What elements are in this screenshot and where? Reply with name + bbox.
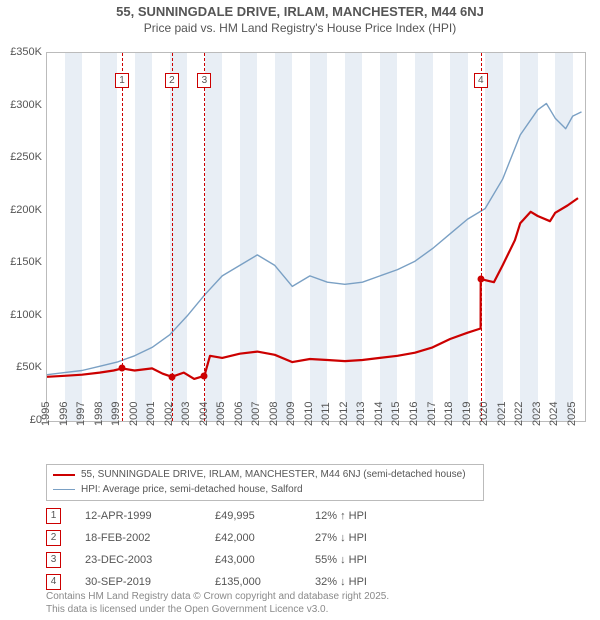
legend-swatch-series-1	[53, 474, 75, 476]
chart-subtitle: Price paid vs. HM Land Registry's House …	[0, 21, 600, 35]
sale-marker-label: 2	[165, 73, 179, 88]
series-line	[47, 198, 578, 379]
x-axis-tick-label: 2022	[513, 402, 525, 426]
footer-line-1: Contains HM Land Registry data © Crown c…	[46, 590, 389, 603]
chart-svg-layer	[47, 53, 585, 421]
x-axis-tick-label: 2021	[496, 402, 508, 426]
x-axis-tick-label: 2012	[338, 402, 350, 426]
legend-swatch-series-2	[53, 489, 75, 490]
footer-line-2: This data is licensed under the Open Gov…	[46, 603, 389, 616]
x-axis-tick-label: 2015	[390, 402, 402, 426]
event-diff: 55% ↓ HPI	[315, 554, 425, 566]
x-axis-tick-label: 2003	[180, 402, 192, 426]
x-axis-tick-label: 2013	[355, 402, 367, 426]
event-badge: 1	[46, 508, 61, 524]
x-axis-tick-label: 2014	[373, 402, 385, 426]
x-axis-tick-label: 2011	[320, 402, 332, 426]
legend-row: 55, SUNNINGDALE DRIVE, IRLAM, MANCHESTER…	[53, 468, 477, 483]
x-axis-tick-label: 2007	[250, 402, 262, 426]
sale-marker-dot	[201, 372, 208, 379]
event-price: £49,995	[215, 510, 315, 522]
series-line	[47, 104, 582, 375]
chart-title: 55, SUNNINGDALE DRIVE, IRLAM, MANCHESTER…	[0, 4, 600, 19]
y-axis-tick-label: £100K	[10, 309, 42, 321]
x-axis-tick-label: 2008	[268, 402, 280, 426]
sale-marker-label: 4	[474, 73, 488, 88]
x-axis-tick-label: 2004	[198, 402, 210, 426]
x-axis-tick-label: 2020	[478, 402, 490, 426]
x-axis-tick-label: 2019	[461, 402, 473, 426]
license-footer: Contains HM Land Registry data © Crown c…	[46, 590, 389, 616]
event-price: £43,000	[215, 554, 315, 566]
y-axis-tick-label: £50K	[16, 361, 42, 373]
x-axis-tick-label: 2006	[233, 402, 245, 426]
event-badge: 2	[46, 530, 61, 546]
legend: 55, SUNNINGDALE DRIVE, IRLAM, MANCHESTER…	[46, 464, 484, 501]
events-table: 1 12-APR-1999 £49,995 12% ↑ HPI 2 18-FEB…	[46, 508, 425, 596]
event-row: 1 12-APR-1999 £49,995 12% ↑ HPI	[46, 508, 425, 524]
event-row: 4 30-SEP-2019 £135,000 32% ↓ HPI	[46, 574, 425, 590]
event-price: £42,000	[215, 532, 315, 544]
event-date: 18-FEB-2002	[85, 532, 215, 544]
x-axis-tick-label: 2016	[408, 402, 420, 426]
x-axis-tick-label: 1996	[58, 402, 70, 426]
x-axis-tick-label: 2024	[548, 402, 560, 426]
x-axis-tick-label: 2017	[426, 402, 438, 426]
x-axis-tick-label: 2023	[531, 402, 543, 426]
sale-marker-label: 3	[197, 73, 211, 88]
event-badge: 4	[46, 574, 61, 590]
sale-marker-line	[204, 53, 205, 421]
event-diff: 32% ↓ HPI	[315, 576, 425, 588]
y-axis-tick-label: £350K	[10, 46, 42, 58]
legend-label-series-2: HPI: Average price, semi-detached house,…	[81, 483, 303, 498]
x-axis-tick-label: 2000	[128, 402, 140, 426]
x-axis-tick-label: 2010	[303, 402, 315, 426]
event-diff: 12% ↑ HPI	[315, 510, 425, 522]
event-badge: 3	[46, 552, 61, 568]
sale-marker-dot	[168, 373, 175, 380]
y-axis-tick-label: £250K	[10, 151, 42, 163]
event-row: 2 18-FEB-2002 £42,000 27% ↓ HPI	[46, 530, 425, 546]
x-axis-tick-label: 1999	[110, 402, 122, 426]
sale-marker-dot	[119, 365, 126, 372]
y-axis-tick-label: £300K	[10, 99, 42, 111]
plot-area: 1 2 3 4	[46, 52, 586, 422]
x-axis-tick-label: 1997	[75, 402, 87, 426]
event-date: 12-APR-1999	[85, 510, 215, 522]
sale-marker-label: 1	[115, 73, 129, 88]
legend-row: HPI: Average price, semi-detached house,…	[53, 483, 477, 498]
x-axis-tick-label: 2025	[566, 402, 578, 426]
y-axis-tick-label: £200K	[10, 204, 42, 216]
sale-marker-dot	[477, 276, 484, 283]
x-axis-tick-label: 2009	[285, 402, 297, 426]
x-axis-tick-label: 2018	[443, 402, 455, 426]
y-axis-tick-label: £150K	[10, 256, 42, 268]
sale-marker-line	[481, 53, 482, 421]
event-date: 23-DEC-2003	[85, 554, 215, 566]
legend-label-series-1: 55, SUNNINGDALE DRIVE, IRLAM, MANCHESTER…	[81, 468, 466, 483]
event-diff: 27% ↓ HPI	[315, 532, 425, 544]
x-axis-tick-label: 2002	[163, 402, 175, 426]
event-date: 30-SEP-2019	[85, 576, 215, 588]
event-price: £135,000	[215, 576, 315, 588]
event-row: 3 23-DEC-2003 £43,000 55% ↓ HPI	[46, 552, 425, 568]
x-axis-tick-label: 2005	[215, 402, 227, 426]
x-axis-tick-label: 1998	[93, 402, 105, 426]
sale-marker-line	[172, 53, 173, 421]
x-axis-tick-label: 2001	[145, 402, 157, 426]
x-axis-tick-label: 1995	[40, 402, 52, 426]
